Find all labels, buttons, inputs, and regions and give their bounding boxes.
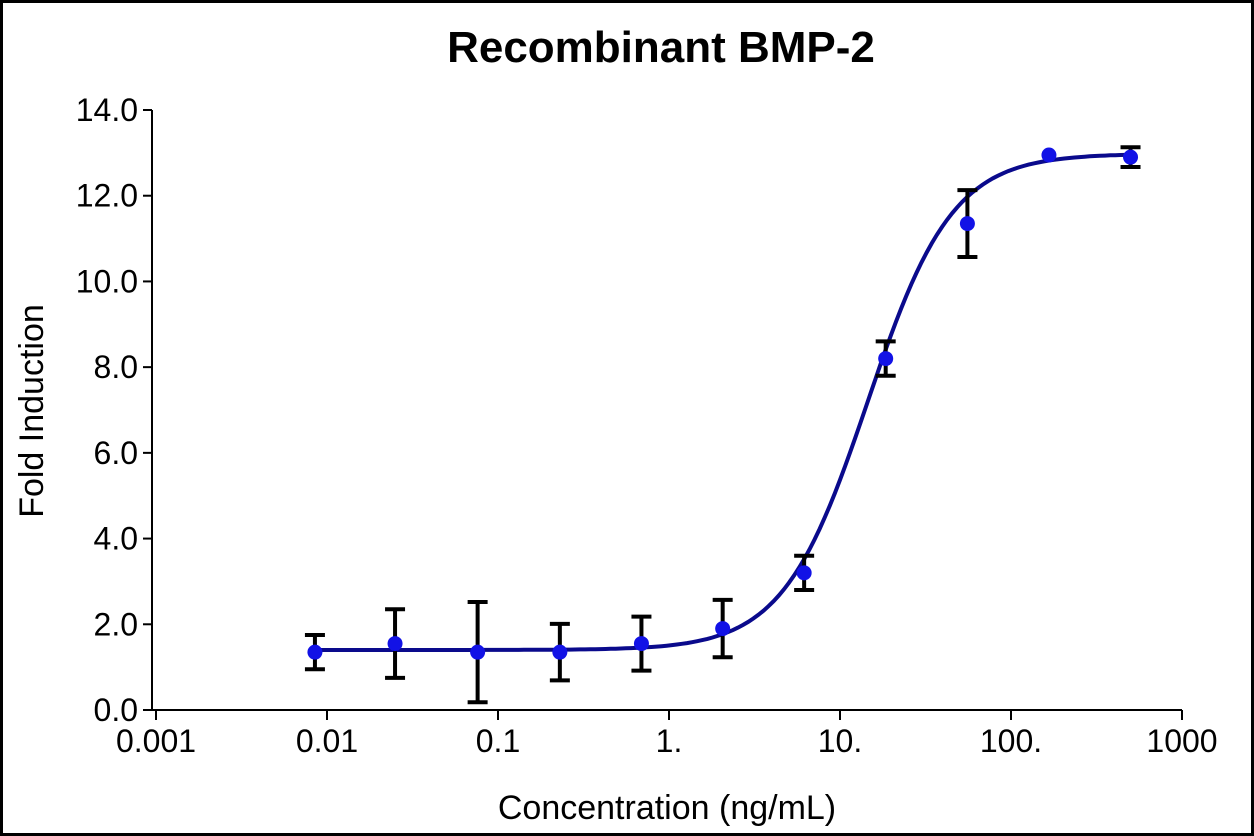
y-tick-label: 4.0: [94, 521, 138, 557]
x-tick-label: 0.01: [296, 723, 358, 759]
data-point: [878, 351, 894, 367]
y-tick-label: 2.0: [94, 606, 138, 642]
data-points: [307, 147, 1139, 660]
data-point: [959, 216, 975, 232]
x-tick-label: 0.001: [116, 723, 196, 759]
x-tick-label: 0.1: [476, 723, 520, 759]
data-point: [633, 636, 649, 652]
x-tick-label: 100.: [980, 723, 1042, 759]
x-axis-title: Concentration (ng/mL): [498, 789, 836, 827]
y-axis-title: Fold Induction: [13, 304, 51, 518]
data-point: [715, 621, 731, 637]
x-tick-label: 10.: [818, 723, 862, 759]
y-tick-label: 12.0: [76, 178, 138, 214]
fit-curve: [312, 152, 1133, 652]
chart-title: Recombinant BMP-2: [447, 23, 875, 72]
data-point: [307, 644, 323, 660]
y-tick-label: 0.0: [94, 692, 138, 728]
dose-response-chart: Recombinant BMP-2 Concentration (ng/mL) …: [13, 23, 1218, 827]
y-tick-label: 14.0: [76, 92, 138, 128]
data-point: [552, 644, 568, 660]
data-point: [470, 644, 486, 660]
y-tick-label: 6.0: [94, 435, 138, 471]
data-point: [796, 565, 812, 581]
data-point: [387, 636, 403, 652]
fit-curve-path: [312, 152, 1133, 652]
axes: 0.0 2.0 4.0 6.0 8.0 10.0 12.0 14.0 0.001 0.01 0.1 1…: [76, 92, 1218, 759]
x-tick-label: 1.: [656, 723, 683, 759]
error-bars: [304, 145, 1141, 705]
y-tick-label: 8.0: [94, 349, 138, 385]
data-point: [1123, 149, 1139, 165]
x-tick-label: 1000: [1146, 723, 1217, 759]
y-tick-label: 10.0: [76, 263, 138, 299]
data-point: [1041, 147, 1057, 163]
